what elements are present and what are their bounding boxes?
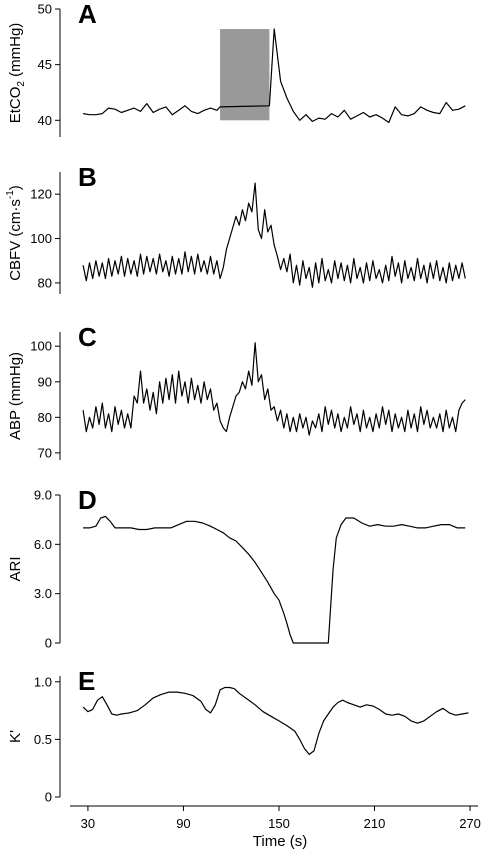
y-tick-label-d: 9.0 xyxy=(34,488,52,503)
x-tick-label: 270 xyxy=(459,816,481,831)
y-axis-title-c: ABP (mmHg) xyxy=(7,352,24,440)
series-line-d xyxy=(83,515,466,644)
x-tick-label: 210 xyxy=(364,816,386,831)
y-axis-title-d: ARI xyxy=(7,556,24,581)
y-axis-title-part: (mmHg) xyxy=(7,23,24,81)
y-tick-label-d: 6.0 xyxy=(34,537,52,552)
x-tick-label: 90 xyxy=(176,816,190,831)
series-line-c xyxy=(82,342,466,436)
y-tick-label-d: 3.0 xyxy=(34,586,52,601)
y-axis-title-e: K' xyxy=(7,730,24,743)
panel-letter-a: A xyxy=(78,0,97,29)
x-axis: 30 90 150 210 270 Time (s) xyxy=(70,805,481,850)
y-tick-label-a: 45 xyxy=(38,57,52,72)
y-tick-label-b: 120 xyxy=(30,187,52,202)
x-tick-label: 30 xyxy=(81,816,95,831)
y-axis-title-part: K' xyxy=(7,730,24,743)
panel-e: 0 0.5 1.0 K' E xyxy=(7,666,469,805)
panel-letter-d: D xyxy=(78,485,97,515)
y-axis-title-part: ARI xyxy=(7,556,24,581)
y-axis-title-a: EtCO2 (mmHg) xyxy=(7,23,27,124)
x-axis-title: Time (s) xyxy=(253,833,307,850)
y-tick-label-e: 0.5 xyxy=(34,732,52,747)
y-tick-label-c: 70 xyxy=(38,445,52,460)
y-axis-title-part: CBFV (cm·s xyxy=(7,199,24,281)
panel-letter-c: C xyxy=(78,322,97,352)
panel-c: 70 80 90 100 ABP (mmHg) C xyxy=(7,322,466,460)
y-tick-label-b: 100 xyxy=(30,231,52,246)
y-axis-title-b: CBFV (cm·s-1) xyxy=(5,185,24,281)
y-tick-label-d: 0 xyxy=(45,636,52,651)
y-tick-label-c: 90 xyxy=(38,374,52,389)
y-tick-label-e: 1.0 xyxy=(34,674,52,689)
panel-letter-e: E xyxy=(78,666,95,696)
y-axis-title-part: EtCO xyxy=(7,87,24,124)
y-tick-label-c: 100 xyxy=(30,339,52,354)
panel-letter-b: B xyxy=(78,162,97,192)
panel-b: 80 100 120 CBFV (cm·s-1) B xyxy=(5,162,466,294)
y-tick-label-a: 50 xyxy=(38,2,52,17)
y-axis-title-part: -1 xyxy=(5,190,16,199)
y-tick-label-e: 0 xyxy=(45,790,52,805)
series-line-a xyxy=(82,28,466,124)
y-axis-title-part: ABP (mmHg) xyxy=(7,352,24,440)
y-axis-title-part: 2 xyxy=(16,81,27,87)
y-tick-label-a: 40 xyxy=(38,113,52,128)
panel-a: 40 45 50 EtCO2 (mmHg) A xyxy=(7,0,466,137)
y-axis-title-part: ) xyxy=(7,185,24,190)
y-tick-label-b: 80 xyxy=(38,275,52,290)
panel-d: 0 3.0 6.0 9.0 ARI D xyxy=(7,485,466,651)
series-line-e xyxy=(82,686,469,756)
x-tick-label: 150 xyxy=(268,816,290,831)
series-line-b xyxy=(82,182,466,288)
y-tick-label-c: 80 xyxy=(38,410,52,425)
shaded-region-a xyxy=(220,29,270,121)
